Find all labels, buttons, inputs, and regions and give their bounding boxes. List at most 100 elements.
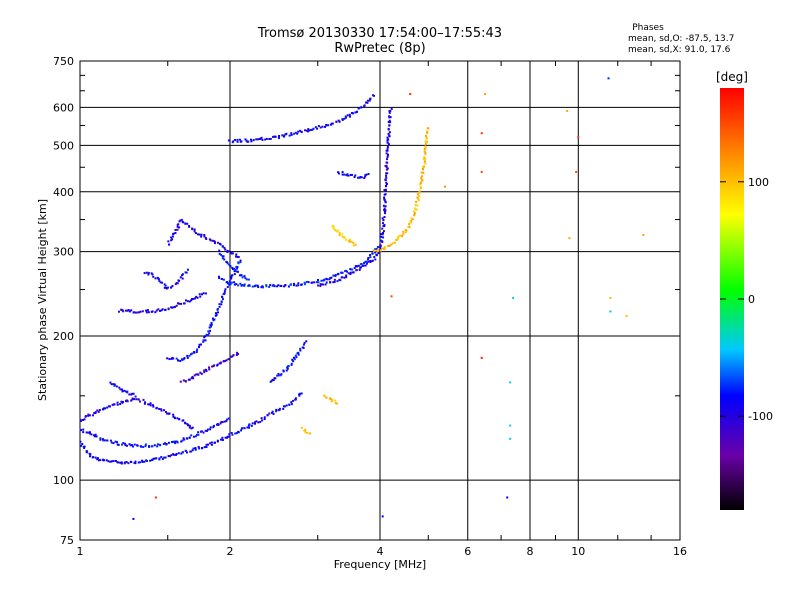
data-point xyxy=(257,421,260,424)
data-point xyxy=(382,204,385,207)
data-point xyxy=(188,424,191,427)
data-point xyxy=(222,278,225,281)
data-point xyxy=(268,138,271,141)
data-point xyxy=(277,284,280,287)
data-point xyxy=(425,140,428,143)
data-point xyxy=(245,139,248,142)
data-point xyxy=(424,157,427,160)
data-point xyxy=(350,240,353,243)
data-point xyxy=(125,461,128,464)
data-point xyxy=(339,279,342,282)
y-tick-label: 100 xyxy=(53,474,74,487)
data-point xyxy=(261,285,264,288)
data-point xyxy=(195,373,198,376)
data-point xyxy=(413,213,416,216)
data-point xyxy=(145,311,148,314)
data-point xyxy=(373,255,376,258)
data-point xyxy=(425,130,428,133)
data-point xyxy=(94,433,97,436)
data-point xyxy=(147,271,150,274)
data-point xyxy=(353,266,356,269)
data-point xyxy=(385,184,388,187)
data-point xyxy=(179,359,182,362)
data-point xyxy=(122,442,125,445)
data-point xyxy=(170,306,173,309)
data-point xyxy=(88,414,91,417)
data-point xyxy=(160,456,163,459)
data-point xyxy=(200,343,203,346)
data-point xyxy=(106,439,109,442)
data-point xyxy=(79,420,82,423)
data-point xyxy=(137,311,140,314)
data-point xyxy=(371,252,374,255)
data-point xyxy=(363,177,366,180)
data-point xyxy=(386,141,389,144)
data-point xyxy=(418,195,421,198)
data-point xyxy=(272,379,275,382)
data-point xyxy=(352,244,355,247)
data-point xyxy=(172,306,175,309)
data-point xyxy=(240,274,243,277)
data-point xyxy=(170,286,173,289)
data-point xyxy=(259,137,262,140)
data-point xyxy=(231,433,234,436)
data-point xyxy=(300,283,303,286)
data-point xyxy=(309,128,312,131)
data-point xyxy=(276,285,279,288)
data-point xyxy=(195,295,198,298)
data-point xyxy=(180,440,183,443)
data-point xyxy=(625,315,628,318)
data-point xyxy=(225,281,228,284)
data-point xyxy=(181,358,184,361)
y-tick-label: 75 xyxy=(60,534,74,547)
data-point xyxy=(243,275,246,278)
data-point xyxy=(381,227,384,230)
data-point xyxy=(198,233,201,236)
data-point xyxy=(154,277,157,280)
data-point xyxy=(379,239,382,242)
data-point xyxy=(348,240,351,243)
data-point xyxy=(228,280,231,283)
data-point xyxy=(156,445,159,448)
data-point xyxy=(297,282,300,285)
data-point xyxy=(484,92,487,95)
data-point xyxy=(369,256,372,259)
data-point xyxy=(331,122,334,125)
data-point xyxy=(130,393,133,396)
data-point xyxy=(112,442,115,445)
data-point xyxy=(209,442,212,445)
data-point xyxy=(194,447,197,450)
data-point xyxy=(250,424,253,427)
data-point xyxy=(359,263,362,266)
data-point xyxy=(303,281,306,284)
data-point xyxy=(218,305,221,308)
data-point xyxy=(397,235,400,238)
data-point xyxy=(366,101,369,104)
data-point xyxy=(239,429,242,432)
data-point xyxy=(133,311,136,314)
data-point xyxy=(337,171,340,174)
data-point xyxy=(163,286,166,289)
data-point xyxy=(121,390,124,393)
data-point xyxy=(396,236,399,239)
data-point xyxy=(186,356,189,359)
data-point xyxy=(194,232,197,235)
data-point xyxy=(84,415,87,418)
data-point xyxy=(336,230,339,233)
data-point xyxy=(386,153,389,156)
y-tick-label: 200 xyxy=(53,330,74,343)
data-point xyxy=(198,293,201,296)
data-point xyxy=(257,138,260,141)
data-point xyxy=(141,460,144,463)
data-point xyxy=(307,281,310,284)
data-point xyxy=(203,234,206,237)
data-point xyxy=(319,126,322,129)
data-point xyxy=(402,230,405,233)
data-point xyxy=(162,409,165,412)
data-point xyxy=(190,434,193,437)
data-point xyxy=(205,370,208,373)
data-point xyxy=(153,444,156,447)
data-point xyxy=(388,115,391,118)
data-point xyxy=(219,422,222,425)
data-point xyxy=(348,113,351,116)
